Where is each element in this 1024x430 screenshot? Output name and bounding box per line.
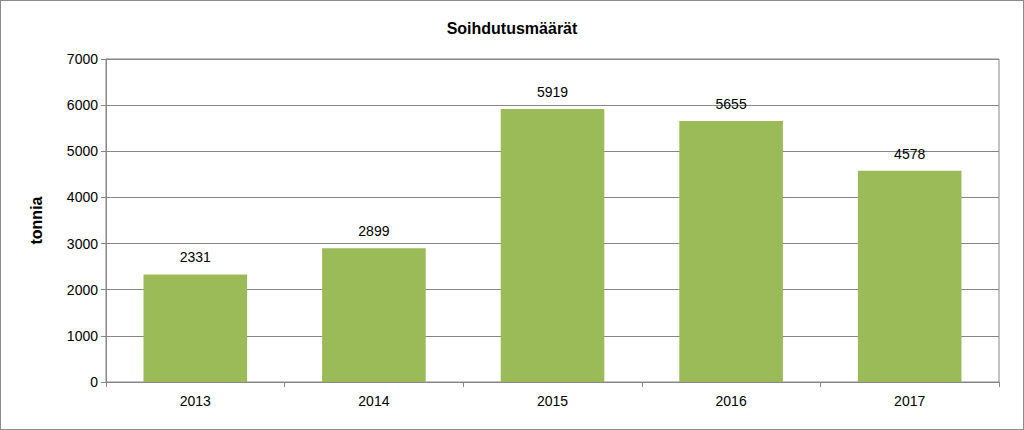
svg-text:2014: 2014 bbox=[358, 393, 389, 409]
svg-text:2016: 2016 bbox=[716, 393, 747, 409]
svg-text:2015: 2015 bbox=[537, 393, 568, 409]
svg-text:2899: 2899 bbox=[358, 223, 389, 239]
svg-text:Soihdutusmäärät: Soihdutusmäärät bbox=[447, 20, 578, 37]
svg-text:4578: 4578 bbox=[894, 146, 925, 162]
svg-text:6000: 6000 bbox=[67, 97, 98, 113]
svg-text:1000: 1000 bbox=[67, 328, 98, 344]
svg-text:5000: 5000 bbox=[67, 143, 98, 159]
svg-text:2000: 2000 bbox=[67, 282, 98, 298]
svg-text:3000: 3000 bbox=[67, 236, 98, 252]
svg-text:tonnia: tonnia bbox=[28, 196, 45, 244]
svg-text:0: 0 bbox=[90, 374, 98, 390]
svg-text:5919: 5919 bbox=[537, 84, 568, 100]
svg-text:7000: 7000 bbox=[67, 51, 98, 67]
svg-text:2013: 2013 bbox=[180, 393, 211, 409]
svg-text:2017: 2017 bbox=[894, 393, 925, 409]
svg-text:2331: 2331 bbox=[180, 249, 211, 265]
svg-text:5655: 5655 bbox=[716, 96, 747, 112]
svg-text:4000: 4000 bbox=[67, 189, 98, 205]
